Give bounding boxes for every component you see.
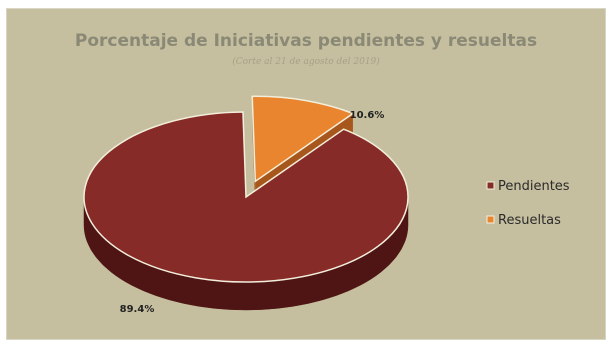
- legend-swatch-pendientes: [486, 181, 495, 190]
- pie-slices: [83, 95, 409, 311]
- chart-subtitle: (Corte al 21 de agosto del 2019): [232, 56, 380, 67]
- chart-title: Porcentaje de Iniciativas pendientes y r…: [75, 31, 537, 51]
- legend: Pendientes Resueltas: [486, 179, 570, 228]
- data-labels: 89.4% 10.6%: [120, 110, 385, 315]
- legend-label-pendientes: Pendientes: [498, 179, 570, 194]
- data-label-resueltas: 10.6%: [350, 110, 385, 121]
- data-label-pendientes: 89.4%: [120, 304, 155, 315]
- slice-resueltas: [251, 95, 355, 183]
- chart-container: Porcentaje de Iniciativas pendientes y r…: [6, 8, 606, 340]
- pie-chart: Porcentaje de Iniciativas pendientes y r…: [7, 9, 605, 339]
- legend-label-resueltas: Resueltas: [498, 213, 561, 228]
- legend-swatch-resueltas: [486, 215, 495, 224]
- slice-pendientes: [83, 111, 409, 283]
